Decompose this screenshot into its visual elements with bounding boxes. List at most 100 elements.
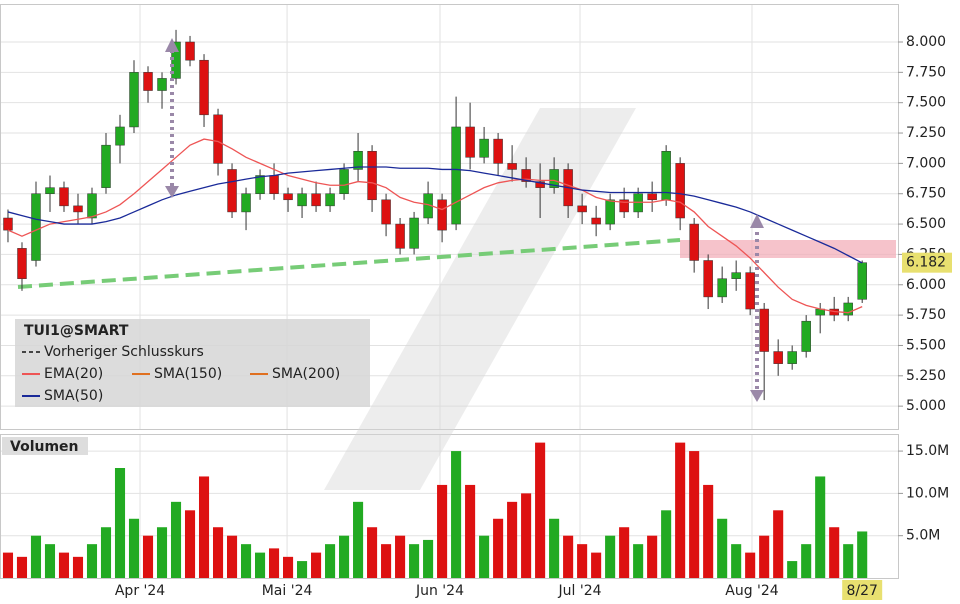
volume-title-box: [2, 437, 88, 455]
marks: [2, 29, 868, 578]
volume-bar: [16, 556, 28, 578]
volume-bar: [170, 501, 182, 578]
resistance-zone: [680, 240, 896, 258]
volume-bar: [773, 510, 784, 578]
trend-line: [17, 238, 681, 289]
candle-body: [605, 199, 615, 225]
volume-bar: [675, 442, 686, 578]
volume-bar: [535, 442, 546, 578]
candle-body: [157, 78, 167, 91]
candle-body: [801, 320, 811, 352]
volume-bar: [465, 484, 476, 578]
y-tick-label: 7.750: [906, 64, 946, 80]
volume-bar: [72, 556, 84, 578]
candle-body: [339, 169, 349, 194]
volume-bar: [521, 493, 532, 578]
volume-bar: [325, 544, 336, 578]
candle-body: [73, 205, 83, 213]
candle-body: [31, 193, 41, 261]
volume-panel: [0, 434, 899, 579]
candle-body: [493, 138, 503, 164]
candle-body: [703, 260, 713, 298]
candle-body: [269, 175, 279, 194]
legend-entry: SMA(50): [44, 388, 103, 404]
volume-bar: [801, 544, 812, 578]
y-tick-label: 7.500: [906, 95, 946, 111]
volume-bar: [142, 535, 154, 578]
candle-body: [409, 217, 419, 249]
volume-bar: [58, 552, 70, 578]
volume-bar: [759, 535, 770, 578]
volume-bar: [44, 544, 56, 578]
legend-entry: EMA(20): [44, 366, 103, 382]
y-tick-label: 8.000: [906, 34, 946, 50]
volume-bar: [156, 527, 168, 578]
volume-bar: [240, 544, 252, 578]
volume-bar: [731, 544, 742, 578]
candle-body: [507, 163, 517, 170]
volume-bar: [829, 527, 840, 578]
volume-title: Volumen: [10, 439, 79, 455]
volume-bar: [619, 527, 630, 578]
volume-bar: [311, 552, 322, 578]
volume-bar: [717, 518, 728, 578]
last-price-box: [902, 252, 952, 273]
candle-body: [451, 126, 461, 225]
volume-bar: [661, 510, 672, 578]
volume-bar: [647, 535, 658, 578]
volume-bar: [605, 535, 616, 578]
y-tick-label: 6.750: [906, 186, 946, 202]
volume-bar: [2, 552, 14, 578]
y-tick-label: 5.000: [906, 398, 946, 414]
x-tick-label: Aug '24: [725, 583, 779, 599]
volume-bar: [507, 501, 518, 578]
candle-body: [857, 262, 867, 300]
x-tick-label: Jul '24: [558, 583, 602, 599]
volume-bar: [114, 468, 126, 578]
candle-body: [311, 193, 321, 207]
y-tick-label: 7.250: [906, 125, 946, 141]
volume-bar: [128, 518, 140, 578]
arrows: [170, 50, 759, 392]
candle-body: [689, 223, 699, 261]
candle-body: [465, 126, 475, 158]
price-panel: [0, 4, 899, 430]
y-tick-label: 5.500: [906, 337, 946, 353]
candle-body: [101, 144, 111, 188]
candle-body: [619, 199, 629, 213]
candle-body: [3, 217, 13, 231]
candle-body: [647, 193, 657, 201]
candle-body: [591, 217, 601, 225]
candle-body: [185, 41, 195, 61]
volume-bar: [843, 544, 854, 578]
candle-body: [367, 150, 377, 201]
y-tick-label: 5.0M: [906, 528, 940, 544]
volume-bar: [184, 510, 196, 578]
candle-body: [143, 72, 153, 91]
candle-body: [731, 272, 741, 279]
candle-body: [535, 181, 545, 188]
volume-bar: [689, 451, 700, 578]
y-tick-label: 7.000: [906, 155, 946, 171]
candle-body: [479, 138, 489, 158]
volume-bar: [591, 552, 602, 578]
volume-bar: [86, 544, 98, 578]
volume-bar: [409, 544, 420, 578]
candle-body: [115, 126, 125, 146]
candle-body: [241, 193, 251, 213]
volume-bar: [703, 484, 714, 578]
x-tick-label: Jun '24: [415, 583, 464, 599]
candle-body: [283, 193, 293, 201]
candle-body: [297, 193, 307, 207]
y-tick-label: 5.750: [906, 307, 946, 323]
candle-body: [353, 150, 363, 170]
candle-body: [227, 169, 237, 213]
legend-entry: SMA(200): [272, 366, 340, 382]
candle-body: [549, 169, 559, 188]
volume-bar: [493, 518, 504, 578]
candle-body: [87, 193, 97, 219]
legend-entry: Vorheriger Schlusskurs: [44, 344, 204, 360]
candle-body: [381, 199, 391, 225]
